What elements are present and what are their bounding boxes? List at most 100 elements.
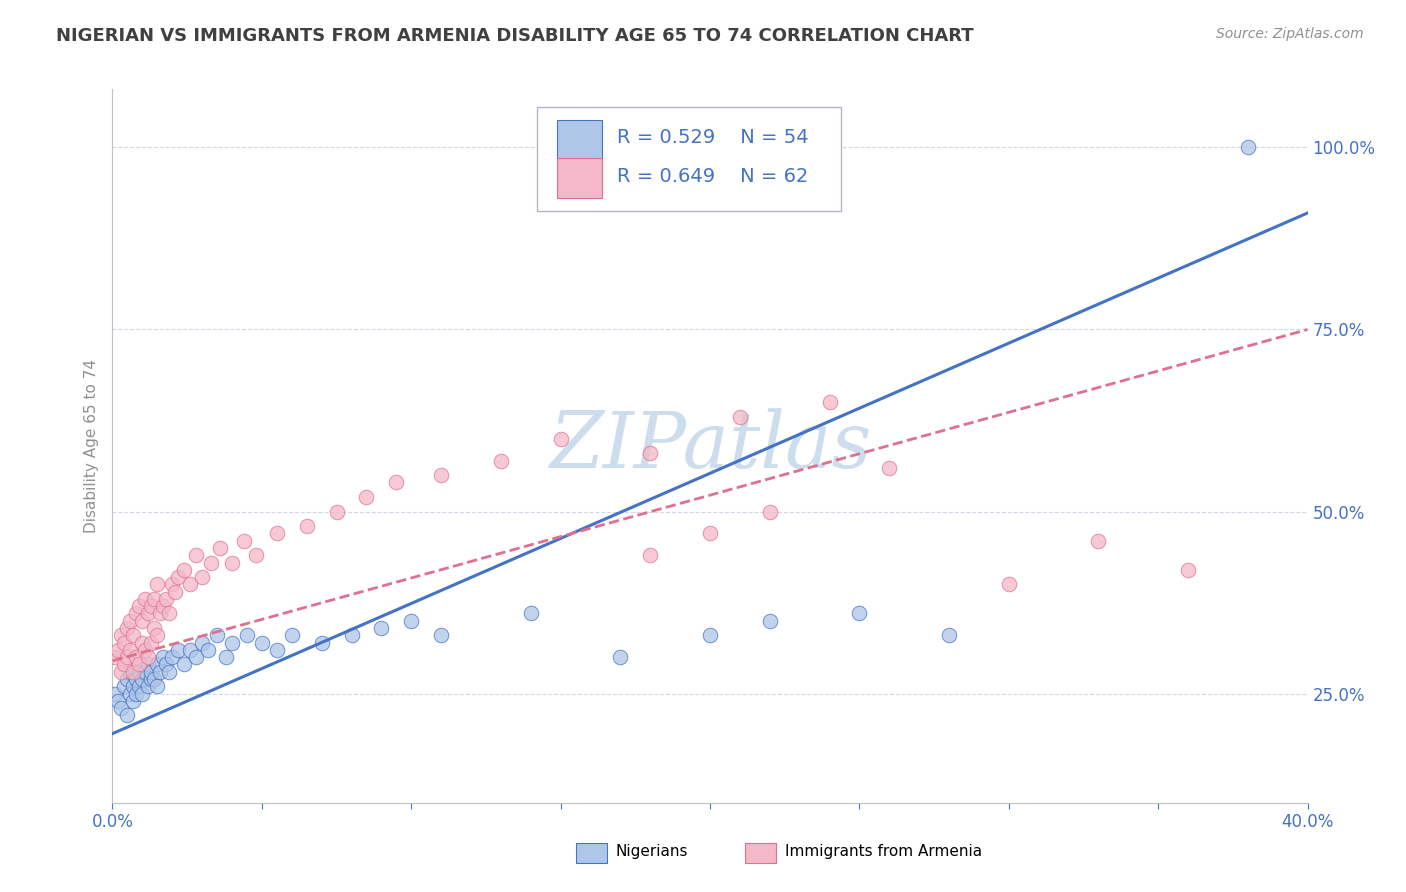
Point (143, 591, 166, 606)
Point (122, 628, 145, 642)
Point (138, 607, 160, 621)
Point (122, 679, 145, 693)
Point (146, 657, 169, 672)
Point (640, 548, 662, 562)
Point (340, 628, 363, 642)
Point (138, 679, 160, 693)
Point (879, 460, 901, 475)
Point (191, 635, 214, 649)
Point (155, 591, 177, 606)
Point (110, 628, 132, 642)
Point (131, 614, 153, 628)
Bar (557, 159, 603, 198)
Point (128, 679, 150, 693)
Point (221, 556, 243, 570)
Point (138, 650, 160, 665)
Point (149, 665, 172, 679)
Point (120, 643, 142, 657)
Point (128, 657, 150, 672)
Point (157, 607, 180, 621)
Point (122, 694, 145, 708)
Point (325, 504, 347, 518)
Y-axis label: Disability Age 65 to 74: Disability Age 65 to 74 (83, 359, 98, 533)
Point (311, 635, 333, 649)
Point (131, 687, 153, 701)
Point (114, 679, 135, 693)
Point (149, 607, 172, 621)
Point (173, 563, 195, 577)
Point (120, 665, 142, 679)
Point (138, 657, 160, 672)
Point (162, 577, 183, 591)
Point (110, 665, 132, 679)
Point (186, 548, 208, 562)
Point (233, 533, 256, 548)
Point (146, 577, 169, 591)
Point (128, 599, 150, 614)
Point (165, 584, 187, 599)
Point (134, 591, 156, 606)
Point (520, 607, 543, 621)
Point (131, 672, 153, 686)
Point (141, 599, 163, 614)
Point (104, 687, 127, 701)
Point (141, 665, 163, 679)
Point (430, 468, 453, 483)
Point (125, 687, 148, 701)
Point (266, 526, 288, 541)
Point (401, 614, 423, 628)
Point (609, 650, 631, 665)
Point (205, 628, 228, 642)
Point (728, 409, 751, 424)
Point (107, 643, 129, 657)
Text: R = 0.529    N = 54: R = 0.529 N = 54 (617, 128, 808, 147)
Point (125, 650, 148, 665)
Bar (557, 120, 603, 159)
Point (370, 621, 392, 635)
Text: Immigrants from Armenia: Immigrants from Armenia (785, 845, 981, 859)
Point (356, 490, 378, 504)
Point (117, 621, 139, 635)
Point (281, 628, 304, 642)
Text: ZIPatlas: ZIPatlas (548, 408, 872, 484)
Point (191, 570, 214, 584)
Point (143, 672, 166, 686)
Point (197, 643, 219, 657)
Point (818, 395, 841, 409)
Point (162, 650, 183, 665)
Point (114, 657, 135, 672)
Point (128, 665, 150, 679)
Point (120, 614, 142, 628)
Point (167, 570, 190, 584)
Point (131, 635, 153, 649)
Point (938, 628, 960, 642)
Point (141, 672, 163, 686)
Point (200, 556, 222, 570)
Point (385, 475, 408, 490)
Point (120, 687, 142, 701)
Point (759, 614, 782, 628)
Point (114, 635, 135, 649)
Text: R = 0.649    N = 62: R = 0.649 N = 62 (617, 167, 808, 186)
Point (173, 657, 195, 672)
Point (125, 672, 148, 686)
Point (155, 657, 177, 672)
Point (179, 643, 201, 657)
Point (266, 643, 288, 657)
Point (179, 577, 201, 591)
Point (1087, 533, 1109, 548)
Point (759, 504, 782, 518)
Point (117, 650, 139, 665)
Point (550, 432, 572, 446)
Text: Source: ZipAtlas.com: Source: ZipAtlas.com (1216, 27, 1364, 41)
Point (152, 650, 174, 665)
Point (157, 665, 180, 679)
Point (146, 679, 169, 693)
Point (221, 635, 243, 649)
Point (640, 446, 662, 460)
Point (117, 708, 139, 723)
Point (125, 607, 148, 621)
Point (134, 643, 156, 657)
Point (699, 628, 721, 642)
Point (104, 650, 127, 665)
